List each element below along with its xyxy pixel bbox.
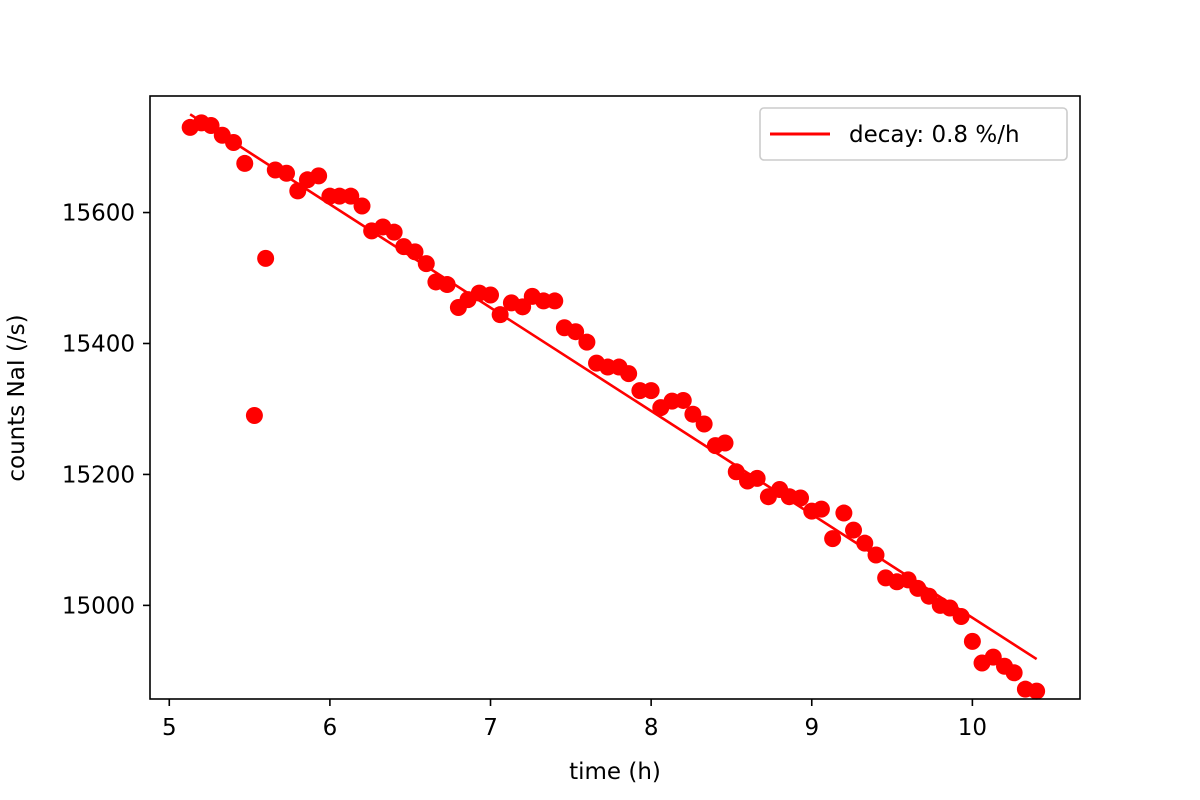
data-point <box>289 182 307 200</box>
data-point <box>1028 682 1046 700</box>
data-point <box>257 249 275 267</box>
data-point <box>642 382 660 400</box>
decay-fit-line <box>189 113 1038 661</box>
data-point <box>417 255 435 273</box>
y-tick-label: 15200 <box>62 462 135 488</box>
data-point <box>845 521 863 539</box>
data-point <box>385 223 403 241</box>
data-point <box>567 323 585 341</box>
data-point <box>684 405 702 423</box>
x-tick-label: 6 <box>323 715 338 741</box>
data-point <box>674 391 692 409</box>
fit-line-layer <box>189 113 1038 661</box>
data-point <box>867 546 885 564</box>
x-tick-label: 5 <box>162 715 177 741</box>
data-points-layer <box>181 114 1046 700</box>
data-point <box>342 187 360 205</box>
x-tick-label: 10 <box>958 715 987 741</box>
data-point <box>1005 664 1023 682</box>
plot-frame <box>149 95 1081 700</box>
x-tick-label: 9 <box>804 715 819 741</box>
y-tick-label: 15400 <box>62 331 135 357</box>
data-point <box>920 587 938 605</box>
data-point <box>225 133 243 151</box>
data-point <box>491 306 509 324</box>
y-axis-ticks: 15000 15200 15400 15600 <box>62 201 150 619</box>
x-axis-ticks: 5 6 7 8 9 10 <box>162 699 987 741</box>
x-tick-label: 8 <box>644 715 659 741</box>
data-point <box>856 534 874 552</box>
data-point <box>695 415 713 433</box>
data-point <box>406 243 424 261</box>
data-point <box>578 333 596 351</box>
data-point <box>482 286 500 304</box>
data-point <box>236 154 254 172</box>
data-point <box>620 365 638 383</box>
data-point <box>835 504 853 522</box>
data-point <box>278 164 296 182</box>
data-point <box>812 500 830 518</box>
data-point <box>310 167 328 185</box>
data-point <box>438 276 456 294</box>
data-point <box>748 469 766 487</box>
legend: decay: 0.8 %/h <box>759 107 1068 161</box>
data-point <box>952 608 970 626</box>
data-point <box>963 632 981 650</box>
data-point <box>546 292 564 310</box>
data-point <box>716 434 734 452</box>
y-tick-label: 15000 <box>62 593 135 619</box>
data-point <box>353 197 371 215</box>
x-axis-title: time (h) <box>569 759 661 785</box>
data-point <box>792 489 810 507</box>
y-axis-title: counts NaI (/s) <box>4 314 30 481</box>
data-point <box>984 648 1002 666</box>
data-point <box>824 530 842 548</box>
data-point <box>727 463 745 481</box>
x-tick-label: 7 <box>483 715 498 741</box>
data-point <box>202 116 220 134</box>
legend-label: decay: 0.8 %/h <box>849 122 1020 148</box>
y-tick-label: 15600 <box>62 201 135 227</box>
data-point <box>245 407 263 425</box>
legend-box <box>759 107 1068 161</box>
